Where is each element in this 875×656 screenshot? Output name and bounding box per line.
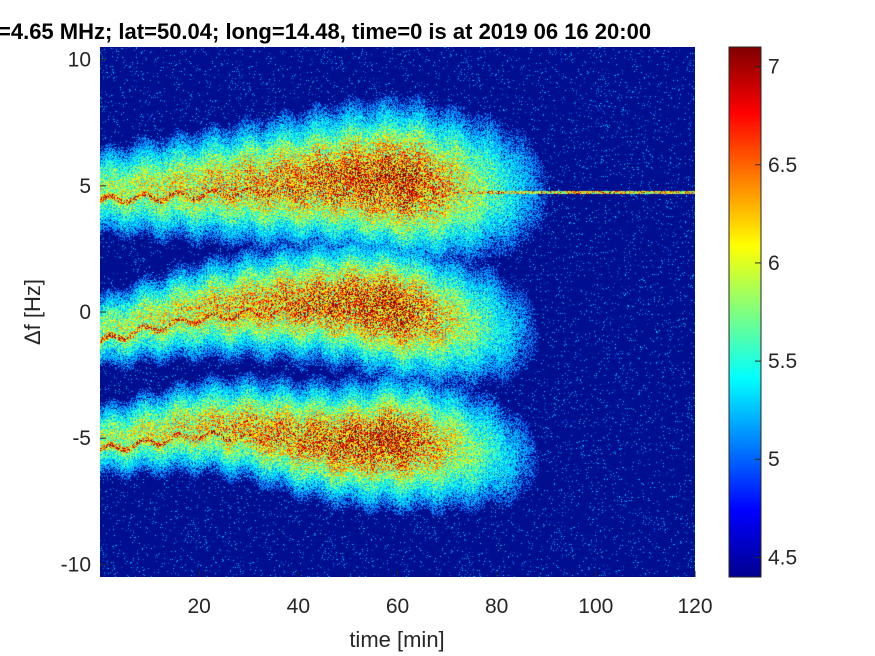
x-tick-label: 120 bbox=[677, 595, 712, 618]
x-axis: 20 40 60 80 100 120 bbox=[187, 571, 713, 618]
colorbar-frame bbox=[728, 46, 762, 578]
x-tick-label: 100 bbox=[578, 595, 613, 618]
x-tick-label: 20 bbox=[187, 595, 210, 618]
x-tick-label: 40 bbox=[287, 595, 310, 618]
y-tick-label: 5 bbox=[79, 175, 91, 198]
x-tick-label: 80 bbox=[485, 595, 508, 618]
colorbar-gradient bbox=[729, 47, 761, 577]
plot-area bbox=[100, 47, 695, 577]
y-tick-label: -10 bbox=[61, 553, 91, 576]
colorbar-tick-label: 5.5 bbox=[768, 350, 797, 373]
y-tick-label: 0 bbox=[79, 301, 91, 324]
colorbar-tick-label: 5 bbox=[768, 448, 780, 471]
colorbar-tick-label: 6 bbox=[768, 252, 780, 275]
y-tick-label: 10 bbox=[68, 49, 91, 72]
heatmap-image bbox=[100, 47, 695, 577]
colorbar-tick-label: 7 bbox=[768, 56, 780, 79]
x-tick-label: 60 bbox=[386, 595, 409, 618]
colorbar: 7 6.5 6 5.5 5 4.5 bbox=[728, 46, 797, 578]
x-axis-label: time [min] bbox=[349, 627, 444, 652]
colorbar-tick-label: 4.5 bbox=[768, 546, 797, 569]
y-axis-label: Δf [Hz] bbox=[20, 279, 45, 345]
colorbar-tick-label: 6.5 bbox=[768, 154, 797, 177]
chart-title: =4.65 MHz; lat=50.04; long=14.48, time=0… bbox=[0, 19, 651, 44]
y-tick-label: -5 bbox=[72, 427, 91, 450]
y-axis: 10 5 0 -5 -10 bbox=[61, 49, 106, 576]
